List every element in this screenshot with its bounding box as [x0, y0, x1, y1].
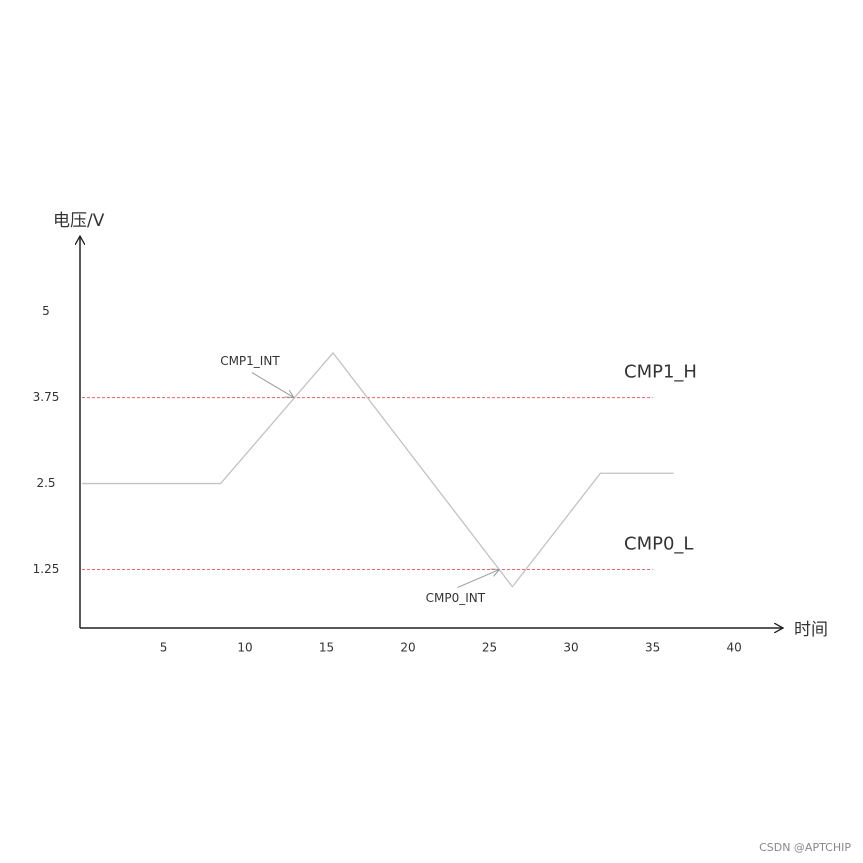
- y-tick-label: 5: [42, 304, 50, 318]
- reference-label: CMP0_L: [624, 534, 693, 555]
- annotation-label: CMP1_INT: [220, 354, 280, 368]
- x-axis-label: 时间: [794, 620, 828, 640]
- y-tick-label: 2.5: [36, 476, 55, 490]
- x-tick-label: 30: [563, 641, 578, 655]
- reference-label: CMP1_H: [624, 362, 697, 383]
- y-tick-label: 3.75: [33, 390, 60, 404]
- voltage-line: [82, 351, 674, 588]
- x-tick-label: 25: [482, 641, 497, 655]
- x-tick-label: 40: [726, 641, 741, 655]
- x-tick-label: 15: [319, 641, 334, 655]
- annotation-arrow: [457, 570, 499, 589]
- x-tick-label: 5: [160, 641, 168, 655]
- x-tick-label: 20: [400, 641, 415, 655]
- y-tick-label: 1.25: [33, 562, 60, 576]
- annotation-arrow: [251, 372, 294, 398]
- x-tick-label: 10: [237, 641, 252, 655]
- watermark: CSDN @APTCHIP: [759, 841, 851, 854]
- annotation-label: CMP0_INT: [426, 591, 486, 605]
- x-tick-label: 35: [645, 641, 660, 655]
- y-axis-label: 电压/V: [53, 211, 105, 231]
